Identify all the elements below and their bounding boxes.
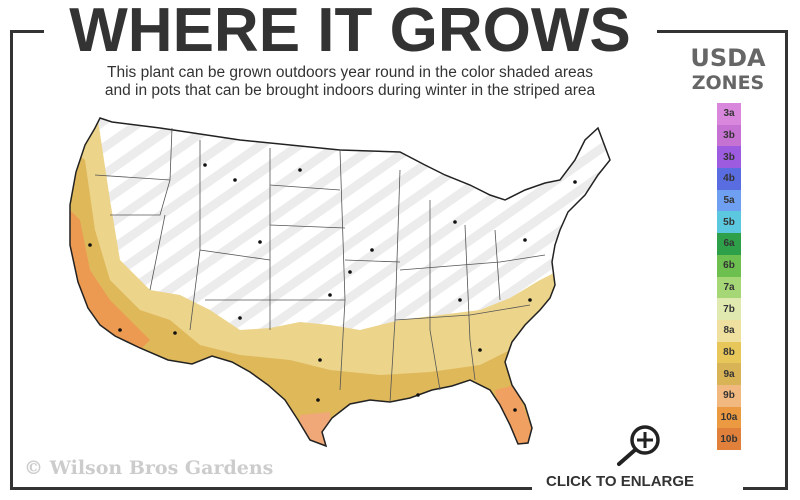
legend-zone-7a: 7a — [717, 276, 741, 299]
legend-zone-3b: 3b — [717, 146, 741, 169]
state-borders — [94, 127, 546, 403]
subtitle-line-1: This plant can be grown outdoors year ro… — [107, 64, 593, 81]
frame-left — [10, 30, 13, 490]
subtitle-line-2: and in pots that can be brought indoors … — [104, 82, 596, 99]
frame-bottom-right — [743, 487, 788, 490]
legend-zone-5b: 5b — [717, 211, 741, 234]
legend-zone-5a: 5a — [717, 189, 741, 212]
legend-zone-4b: 4b — [717, 168, 741, 190]
frame-right — [785, 30, 788, 490]
legend-title-line-1: USDA — [690, 44, 766, 72]
zoom-in-icon — [617, 425, 660, 466]
click-to-enlarge-button[interactable]: CLICK TO ENLARGE — [540, 420, 730, 490]
frame-top-left — [10, 30, 44, 33]
legend-zone-3b: 3b — [717, 124, 741, 147]
legend-zone-6a: 6a — [717, 233, 741, 255]
legend-zone-9a: 9a — [717, 363, 741, 385]
copyright-watermark: © Wilson Bros Gardens — [24, 457, 274, 479]
zone-legend: 3a 3b 3b 4b 5a 5b 6a 6b 7a 7b 8a 8b 9a 9b 10a 10b — [717, 103, 741, 450]
legend-title: USDA ZONES — [672, 44, 784, 94]
page-title: WHERE IT GROWS — [69, 0, 631, 65]
frame-bottom-left — [10, 487, 532, 490]
legend-zone-10b: 10b — [717, 428, 741, 450]
legend-zone-6b: 6b — [717, 254, 741, 277]
legend-zone-10a: 10a — [717, 406, 741, 429]
subtitle: This plant can be grown outdoors year ro… — [40, 64, 660, 100]
legend-zone-8b: 8b — [717, 341, 741, 364]
legend-zone-7b: 7b — [717, 298, 741, 320]
legend-zone-9b: 9b — [717, 384, 741, 407]
legend-title-line-2: ZONES — [691, 72, 765, 94]
legend-zone-8a: 8a — [717, 319, 741, 342]
city-markers — [88, 163, 577, 412]
click-to-enlarge-label: CLICK TO ENLARGE — [546, 473, 695, 490]
legend-zone-3a: 3a — [717, 103, 741, 125]
frame-top-right — [657, 30, 788, 33]
